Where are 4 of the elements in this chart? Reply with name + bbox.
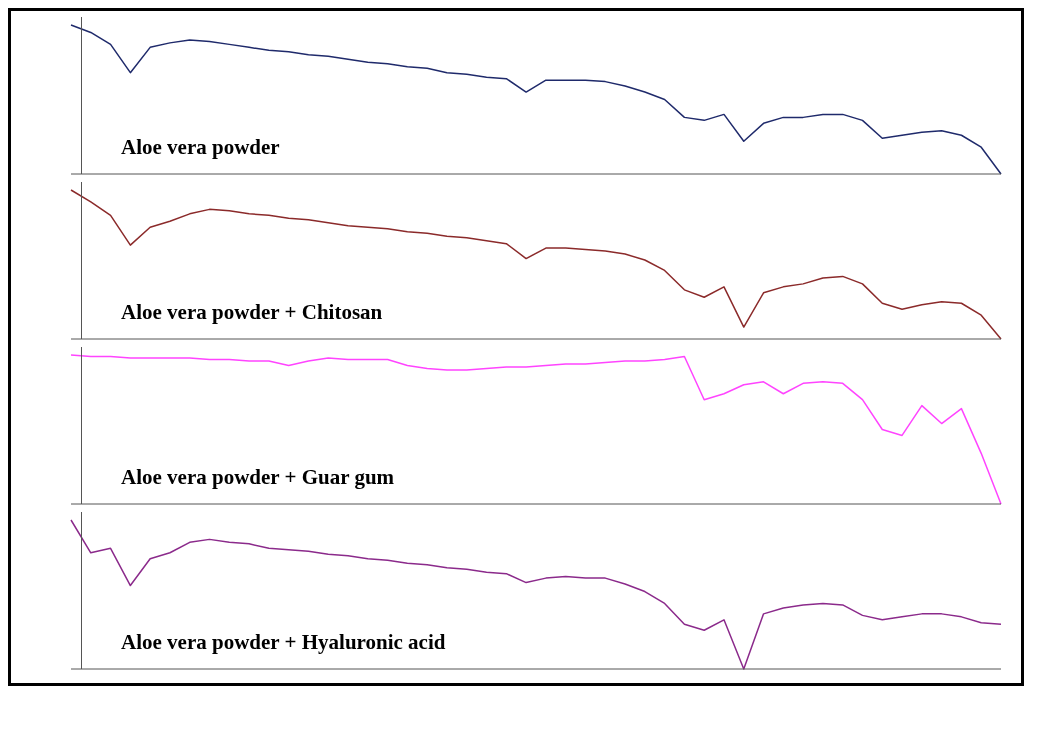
text: Aloe vera powder — [121, 135, 280, 160]
text: Aloe vera powder + Chitosan — [121, 300, 383, 325]
text: Aloe vera powder + Guar gum — [121, 465, 395, 490]
text: Aloe vera powder + Hyaluronic acid — [121, 630, 446, 655]
